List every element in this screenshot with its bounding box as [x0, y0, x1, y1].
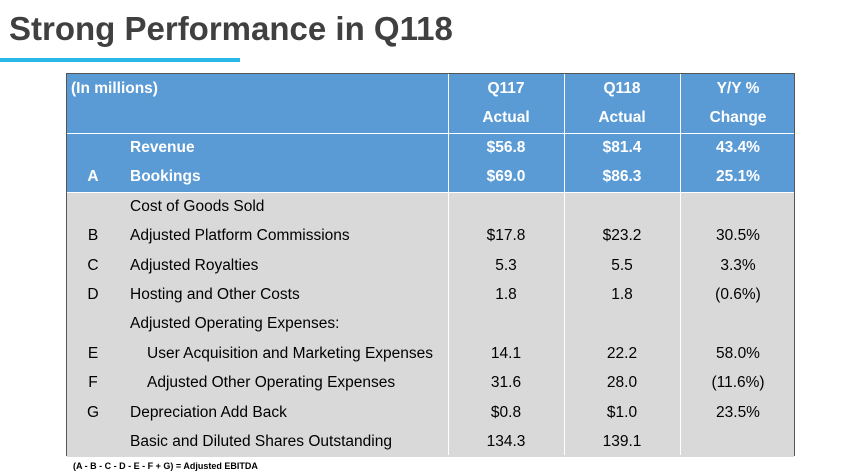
row-letter: C — [87, 256, 99, 274]
table: (In millions) Q117 Actual Q118 Actual Y/Y % Ch… — [66, 73, 795, 457]
column-header: Q118 — [603, 80, 641, 97]
column-header: Q117 — [487, 80, 525, 97]
row-value: 5.5 — [611, 256, 633, 274]
table-row — [67, 133, 794, 163]
column-divider — [448, 74, 449, 455]
row-label: Bookings — [130, 168, 201, 186]
row-value: $69.0 — [486, 168, 526, 186]
row-letter: G — [86, 403, 100, 421]
table-row — [67, 397, 794, 428]
footnote: (A - B - C - D - E - F + G) = Adjusted E… — [73, 461, 258, 471]
row-label: Basic and Diluted Shares Outstanding — [130, 433, 392, 450]
row-label: Adjusted Operating Expenses: — [130, 315, 340, 333]
row-value: (11.6%) — [711, 374, 765, 392]
table-row — [67, 338, 794, 369]
row-value: $81.4 — [602, 139, 642, 156]
column-header: Actual — [482, 109, 530, 127]
row-value: $0.8 — [490, 403, 522, 421]
row-value: $86.3 — [602, 168, 642, 186]
row-letter: B — [87, 227, 99, 245]
row-label: Depreciation Add Back — [130, 403, 287, 421]
row-value: 30.5% — [716, 227, 760, 245]
column-header: Actual — [598, 109, 646, 127]
row-label: Adjusted Royalties — [130, 256, 259, 274]
row-label: Hosting and Other Costs — [130, 286, 300, 303]
row-letter: E — [87, 344, 99, 362]
table-row — [67, 191, 794, 222]
table-row — [67, 162, 794, 193]
row-letter: A — [87, 168, 99, 186]
column-header: Change — [709, 109, 767, 127]
row-label: Adjusted Platform Commissions — [130, 227, 350, 245]
table-row — [67, 309, 794, 340]
row-value: 23.5% — [716, 403, 760, 421]
row-value: 14.1 — [490, 344, 522, 362]
title-underline — [0, 58, 240, 62]
column-divider — [564, 74, 565, 455]
header-divider — [67, 133, 794, 134]
row-label: Cost of Goods Sold — [130, 197, 265, 215]
column-header: (In millions) — [71, 80, 158, 97]
row-value: 43.4% — [716, 139, 760, 156]
row-value: $17.8 — [486, 227, 526, 245]
row-value: 1.8 — [611, 286, 633, 303]
row-label: User Acquisition and Marketing Expenses — [147, 344, 434, 362]
row-value: 1.8 — [495, 286, 517, 303]
row-value: 22.2 — [606, 344, 638, 362]
table-row — [67, 427, 794, 457]
row-value: $1.0 — [606, 403, 638, 421]
row-letter: F — [88, 374, 98, 392]
row-value: 28.0 — [606, 374, 638, 392]
table-row — [67, 250, 794, 281]
header-row — [67, 74, 794, 133]
table-row — [67, 221, 794, 252]
slide-title: Strong Performance in Q118 — [9, 10, 453, 47]
table-row — [67, 368, 794, 399]
row-value: (0.6%) — [715, 286, 761, 303]
row-letter: D — [87, 286, 99, 303]
row-value: 134.3 — [486, 433, 526, 450]
row-value: 5.3 — [495, 256, 517, 274]
section-divider — [67, 191, 794, 193]
row-value: 58.0% — [716, 344, 760, 362]
row-value: $56.8 — [486, 139, 526, 156]
row-value: 25.1% — [716, 168, 760, 186]
table-row — [67, 280, 794, 310]
row-label: Adjusted Other Operating Expenses — [147, 374, 396, 392]
row-value: $23.2 — [602, 227, 642, 245]
row-value: 139.1 — [602, 433, 642, 450]
row-value: 31.6 — [490, 374, 522, 392]
column-header: Y/Y % — [716, 80, 760, 97]
column-divider — [680, 74, 681, 455]
row-value: 3.3% — [720, 256, 756, 274]
row-label: Revenue — [130, 139, 195, 156]
